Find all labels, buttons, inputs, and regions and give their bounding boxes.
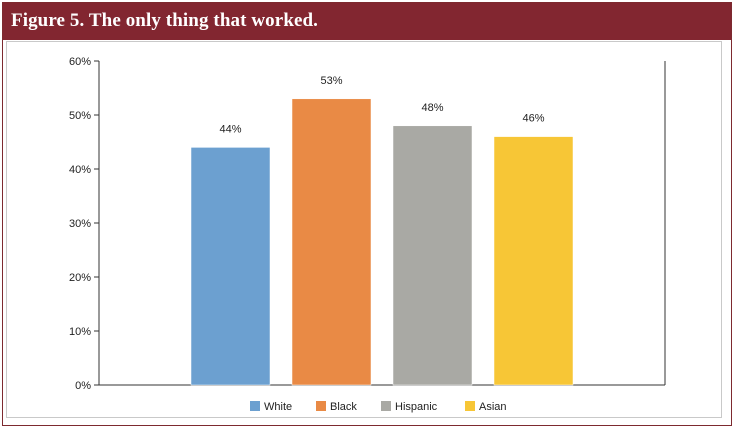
legend-label-asian: Asian (479, 401, 507, 413)
data-label-white: 44% (219, 123, 241, 135)
figure-header: Figure 5. The only thing that worked. (3, 3, 731, 40)
data-label-asian: 46% (522, 113, 544, 125)
legend-swatch-white (250, 401, 260, 411)
y-tick-label: 60% (69, 56, 91, 68)
legend-swatch-black (316, 401, 326, 411)
bar-white (190, 147, 271, 386)
legend-label-white: White (264, 401, 292, 413)
legend-swatch-asian (465, 401, 475, 411)
y-tick-label: 10% (69, 326, 91, 338)
data-label-black: 53% (320, 75, 342, 87)
bar-asian (493, 136, 574, 386)
legend-label-hispanic: Hispanic (395, 401, 438, 413)
figure-title: Figure 5. The only thing that worked. (11, 10, 319, 31)
bar-hispanic (392, 125, 473, 386)
legend-swatch-hispanic (381, 401, 391, 411)
data-label-hispanic: 48% (421, 102, 443, 114)
legend-label-black: Black (330, 401, 357, 413)
y-tick-label: 50% (69, 110, 91, 122)
y-tick-label: 30% (69, 218, 91, 230)
y-tick-label: 0% (75, 380, 91, 392)
y-tick-label: 40% (69, 164, 91, 176)
y-tick-label: 20% (69, 272, 91, 284)
bar-black (291, 98, 372, 386)
